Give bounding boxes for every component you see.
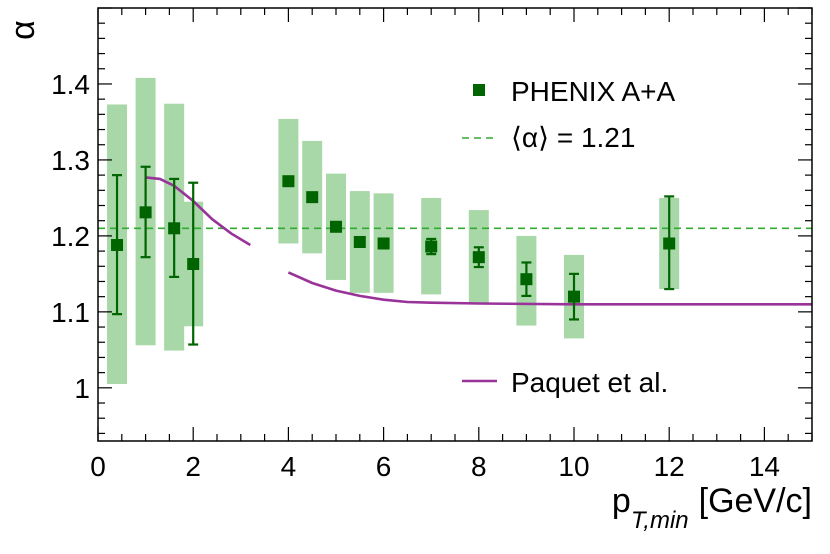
data-point-8 [377, 237, 390, 250]
x-tick-label: 0 [90, 451, 106, 482]
x-axis-title-unit: [GeV/c] [699, 482, 812, 520]
x-tick-label: 6 [376, 451, 392, 482]
x-tick-label: 12 [654, 451, 685, 482]
data-point-9 [425, 240, 438, 253]
y-tick-label: 1.1 [51, 297, 90, 328]
data-point-13 [663, 237, 676, 250]
y-tick-label: 1 [74, 373, 90, 404]
x-axis-title-main: p [612, 482, 631, 520]
x-axis-title: pT,min [GeV/c] [612, 482, 812, 534]
data-point-2 [168, 222, 181, 235]
data-point-12 [568, 290, 580, 303]
axes: 0 2 4 6 8 10 12 14 1 1.1 1.2 1.3 1.4 [51, 7, 813, 482]
paquet-curve-segment-1 [287, 271, 812, 306]
x-tick-label: 8 [471, 451, 487, 482]
y-axis-title: α [4, 20, 42, 40]
data-point-3 [187, 258, 200, 271]
legend-label-paquet: Paquet et al. [511, 367, 668, 398]
legend-marker-phenix [473, 84, 485, 96]
y-tick-label: 1.3 [51, 145, 90, 176]
legend-label-mean-alpha: ⟨α⟩ = 1.21 [511, 122, 635, 153]
x-tick-label: 4 [281, 451, 297, 482]
data-points [111, 175, 676, 303]
x-tick-label: 14 [749, 451, 780, 482]
data-point-10 [472, 251, 485, 264]
data-point-4 [282, 175, 295, 188]
data-point-1 [139, 206, 152, 219]
data-point-6 [330, 220, 342, 233]
x-tick-label: 2 [185, 451, 201, 482]
x-axis-title-subscript: T,min [631, 507, 689, 534]
legend: PHENIX A+A ⟨α⟩ = 1.21 Paquet et al. [462, 76, 676, 398]
legend-label-phenix: PHENIX A+A [511, 76, 676, 107]
x-tick-label: 10 [558, 451, 589, 482]
y-tick-label: 1.4 [51, 69, 90, 100]
data-point-11 [520, 273, 533, 286]
y-tick-label: 1.2 [51, 221, 90, 252]
data-point-5 [306, 191, 319, 204]
data-point-0 [111, 239, 124, 252]
plot-frame [97, 7, 813, 442]
data-point-7 [353, 235, 366, 248]
